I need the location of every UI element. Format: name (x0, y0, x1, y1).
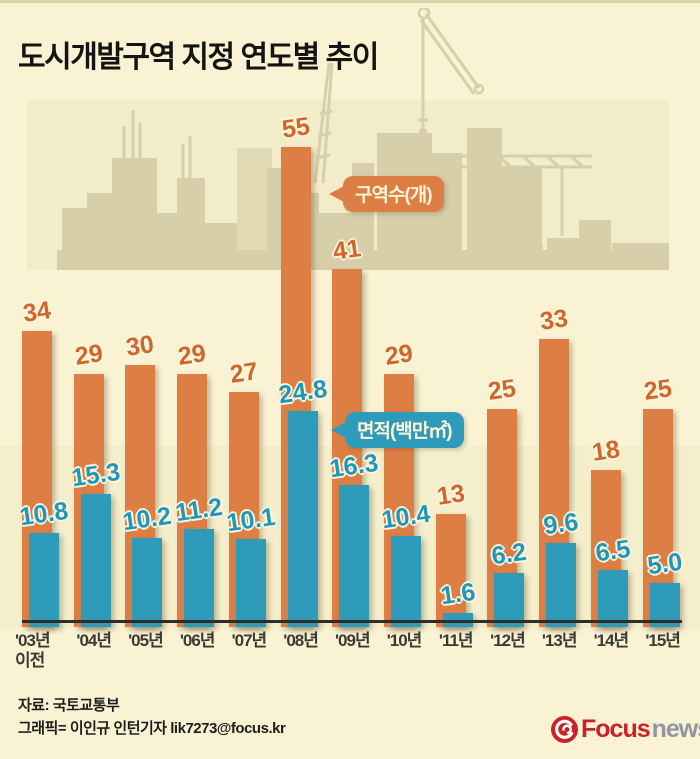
x-axis-label: '04년 (76, 631, 112, 650)
bar-area (546, 543, 577, 627)
x-axis-label: '12년 (490, 631, 526, 650)
x-axis-label: '14년 (593, 631, 630, 650)
bar-area (80, 493, 111, 627)
x-axis-label: '11년 (438, 631, 474, 650)
x-axis-label: '09년 (335, 631, 371, 650)
logo-brand-text: Focus (581, 714, 651, 743)
bar-area (339, 484, 370, 627)
bar-count-value: 25 (486, 374, 519, 406)
x-axis-label: '08년 (283, 631, 319, 650)
logo-suffix-text: news (651, 714, 700, 743)
x-axis-line (22, 620, 682, 623)
x-axis-label: '10년 (386, 631, 423, 650)
bar-area (494, 572, 525, 627)
page-title: 도시개발구역 지정 연도별 추이 (18, 41, 379, 75)
x-axis-label: '06년 (179, 631, 216, 650)
bar-count-value: 55 (279, 112, 312, 145)
bar-area (287, 410, 318, 627)
bar-count-value: 18 (590, 435, 622, 467)
bar-count (435, 513, 466, 627)
legend-callout-count-label: 구역수(개) (355, 185, 433, 206)
bar-area (29, 532, 59, 627)
legend-callout-area: 면적(백만㎡) (331, 412, 464, 448)
x-axis-label: '05년 (128, 631, 164, 650)
callout-arrow-left-icon (329, 186, 344, 202)
bar-count-value: 13 (434, 478, 467, 511)
credit-text: 그래픽= 이인규 인턴기자 lik7273@focus.kr (18, 720, 286, 737)
x-axis-label: '03년 이전 (15, 631, 51, 671)
focus-news-logo-icon (551, 715, 578, 743)
bar-area (649, 583, 680, 627)
bar-count-value: 41 (331, 234, 363, 267)
legend-callout-area-label: 면적(백만㎡) (357, 421, 453, 442)
bar-area (391, 536, 422, 627)
focus-news-logo: Focus news (551, 715, 700, 743)
x-axis-label: '13년 (541, 631, 578, 650)
bar-area (184, 529, 215, 627)
callout-arrow-left-icon (331, 422, 346, 438)
legend-callout-count: 구역수(개) (329, 176, 444, 212)
bar-count-value: 29 (383, 339, 415, 371)
x-axis-label: '07년 (231, 631, 268, 650)
source-text: 자료: 국토교통부 (18, 697, 120, 714)
bar-count-value: 33 (538, 304, 570, 337)
bar-area (132, 538, 163, 627)
bar-area (597, 570, 628, 627)
x-axis-label: '15년 (645, 631, 681, 650)
city-skyline-silhouette (27, 8, 669, 270)
top-divider (0, 0, 700, 3)
bar-count-value: 34 (21, 295, 53, 328)
bar-area (235, 538, 266, 627)
bar-count-value: 25 (641, 374, 674, 406)
